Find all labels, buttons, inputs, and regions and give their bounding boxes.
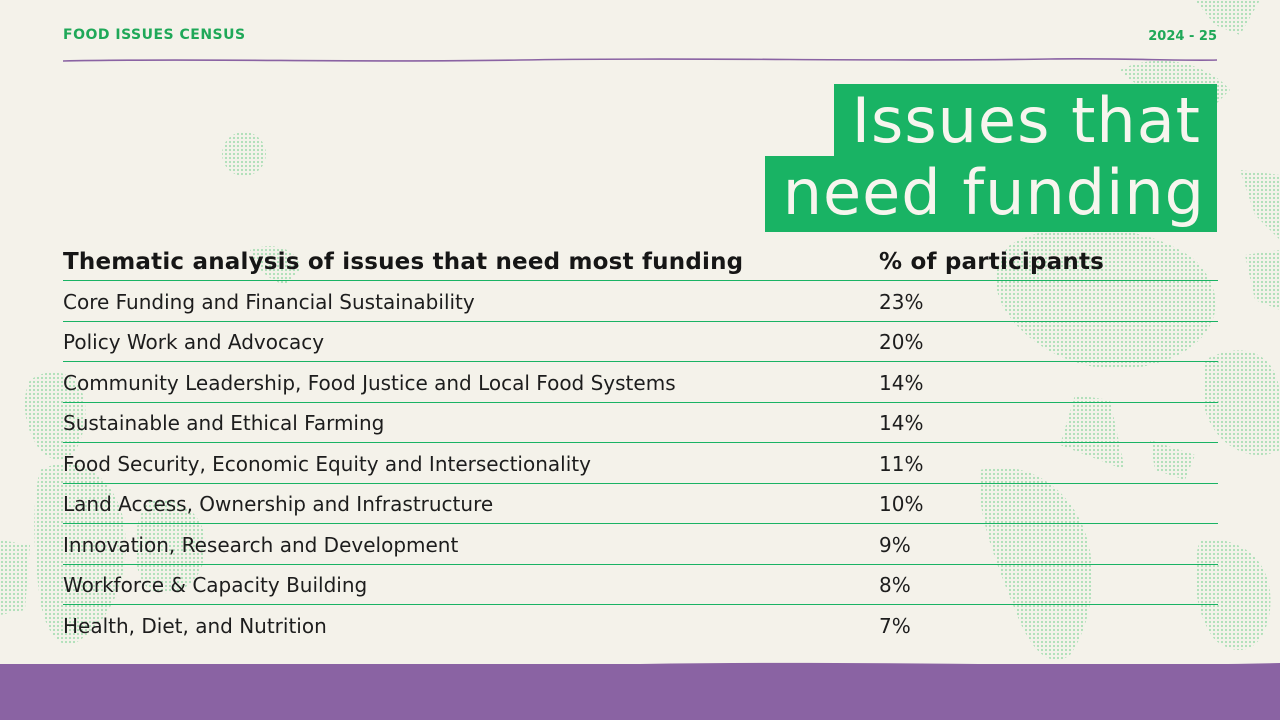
- title-line-2: need funding: [764, 156, 1217, 232]
- percent-cell: 8%: [879, 573, 911, 598]
- percent-cell: 23%: [879, 289, 924, 314]
- percent-cell: 7%: [879, 613, 911, 638]
- theme-cell: Core Funding and Financial Sustainabilit…: [63, 289, 475, 314]
- theme-cell: Innovation, Research and Development: [63, 532, 459, 557]
- percent-cell: 9%: [879, 532, 911, 557]
- table-row: Innovation, Research and Development 9%: [63, 524, 1218, 565]
- percent-cell: 20%: [879, 330, 924, 355]
- table-row: Health, Diet, and Nutrition 7%: [63, 605, 1218, 645]
- table-row: Workforce & Capacity Building 8%: [63, 565, 1218, 605]
- theme-cell: Health, Diet, and Nutrition: [63, 613, 327, 638]
- theme-cell: Sustainable and Ethical Farming: [63, 411, 385, 436]
- table-row: Community Leadership, Food Justice and L…: [63, 362, 1218, 403]
- footer-bar: [0, 664, 1280, 720]
- title-line-1: Issues that: [833, 84, 1217, 158]
- column-header-theme: Thematic analysis of issues that need mo…: [63, 249, 744, 275]
- theme-cell: Community Leadership, Food Justice and L…: [63, 370, 676, 395]
- percent-cell: 10%: [879, 492, 924, 517]
- table-row: Policy Work and Advocacy 20%: [63, 322, 1218, 362]
- table-row: Core Funding and Financial Sustainabilit…: [63, 281, 1218, 322]
- theme-cell: Workforce & Capacity Building: [63, 573, 368, 598]
- period-label: 2024 - 25: [1148, 29, 1217, 44]
- percent-cell: 11%: [879, 451, 924, 476]
- table-row: Land Access, Ownership and Infrastructur…: [63, 484, 1218, 524]
- table-header-row: Thematic analysis of issues that need mo…: [63, 244, 1218, 281]
- page-title: Issues that need funding: [0, 0, 1280, 240]
- funding-issues-table: Thematic analysis of issues that need mo…: [63, 244, 1218, 645]
- theme-cell: Land Access, Ownership and Infrastructur…: [63, 492, 494, 517]
- theme-cell: Policy Work and Advocacy: [63, 330, 325, 355]
- percent-cell: 14%: [879, 370, 924, 395]
- table-row: Food Security, Economic Equity and Inter…: [63, 443, 1218, 484]
- theme-cell: Food Security, Economic Equity and Inter…: [63, 451, 591, 476]
- column-header-percent: % of participants: [879, 249, 1105, 275]
- percent-cell: 14%: [879, 411, 924, 436]
- source-label: FOOD ISSUES CENSUS: [63, 27, 246, 43]
- table-row: Sustainable and Ethical Farming 14%: [63, 403, 1218, 443]
